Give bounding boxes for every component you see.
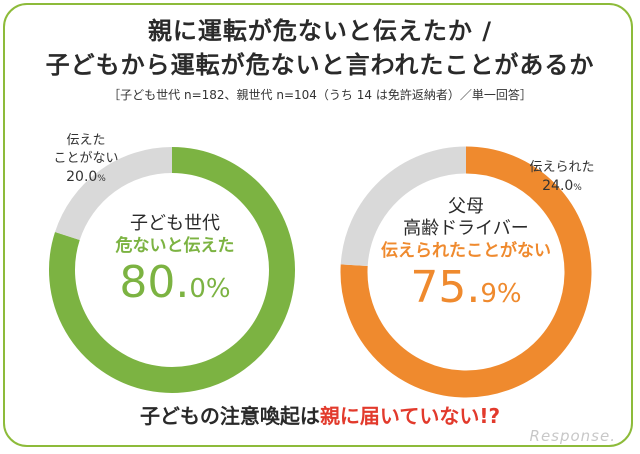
right-center-value-main: 75.	[410, 262, 481, 313]
right-outer-value-pct: %	[573, 183, 582, 193]
left-center-value-pct: %	[205, 274, 231, 304]
right-outer-label: 伝えられた 24.0%	[512, 159, 612, 197]
right-outer-label-line1: 伝えられた	[529, 160, 595, 175]
right-outer-value-number: 24.0	[542, 178, 574, 194]
chart-title-line-2: 子どもから運転が危ないと言われたことがあるか	[45, 51, 595, 79]
left-donut-center: 子ども世代 危ないと伝えた 80.0%	[80, 213, 270, 315]
left-outer-value: 20.0%	[44, 168, 128, 188]
left-center-value-small: 0	[189, 274, 206, 304]
donut-1-slice-1	[49, 147, 295, 393]
chart-title-line-1: 親に運転が危ないと伝えたか /	[147, 17, 493, 45]
right-center-title-line1: 父母	[448, 196, 484, 217]
left-center-subtitle: 危ないと伝えた	[115, 236, 235, 256]
donut-2-slice-2	[340, 146, 467, 267]
response-watermark: Response.	[529, 427, 616, 445]
footer-message: 子どもの注意喚起は親に届いていない!?	[0, 400, 640, 429]
right-donut-center: 父母 高齢ドライバー 伝えられたことがない 75.9%	[366, 196, 566, 320]
right-center-subtitle: 伝えられたことがない	[381, 241, 551, 261]
left-outer-label: 伝えた ことがない 20.0%	[44, 132, 128, 188]
right-outer-value: 24.0%	[512, 177, 612, 197]
footer-emphasis: 親に届いていない!?	[319, 404, 501, 428]
left-center-value: 80.0%	[80, 257, 270, 315]
donut-2-slice-1	[340, 146, 592, 398]
left-outer-label-line1: 伝えた	[66, 133, 106, 148]
left-center-value-main: 80.	[119, 257, 190, 308]
right-center-value-small: 9	[480, 279, 497, 309]
chart-subtitle: ［子ども世代 n=182、親世代 n=104（うち 14 は免許返納者）／単一回…	[108, 88, 532, 102]
donut-1-slice-2	[55, 147, 173, 241]
left-outer-value-number: 20.0	[66, 169, 98, 185]
left-center-title: 子ども世代	[130, 213, 220, 234]
right-center-title-line2: 高齢ドライバー	[403, 218, 529, 239]
right-center-value-pct: %	[496, 279, 522, 309]
left-outer-value-pct: %	[97, 174, 106, 184]
footer-prefix: 子どもの注意喚起は	[139, 404, 320, 428]
right-center-value: 75.9%	[366, 262, 566, 320]
left-outer-label-line2: ことがない	[53, 151, 119, 166]
